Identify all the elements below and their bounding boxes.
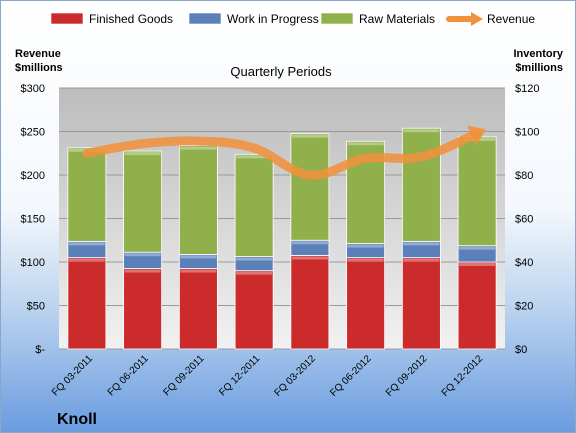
bar-highlight xyxy=(459,263,496,266)
legend-label: Finished Goods xyxy=(89,12,173,26)
right-tick-label: $40 xyxy=(515,257,533,269)
bar-highlight xyxy=(291,134,328,138)
revenue-arrowhead xyxy=(467,125,487,146)
left-tick-label: $- xyxy=(35,344,45,356)
left-axis-title-line2: $millions xyxy=(15,62,63,74)
left-tick-label: $200 xyxy=(21,170,45,182)
legend-label: Work in Progress xyxy=(227,12,319,26)
bar-finished-goods xyxy=(123,268,163,350)
legend-swatch xyxy=(188,12,222,25)
right-axis-title-line2: $millions xyxy=(515,62,563,74)
bar-highlight xyxy=(347,244,384,248)
x-tick-label: FQ 12-2012 xyxy=(440,353,486,399)
x-tick-label: FQ 03-2011 xyxy=(50,353,95,398)
x-axis-ticks: FQ 03-2011 FQ 06-2011 FQ 09-2011 FQ 12-2011… xyxy=(50,353,486,399)
bar-raw-materials xyxy=(457,136,497,247)
bar-finished-goods xyxy=(401,257,441,350)
bar-highlight xyxy=(403,129,440,133)
left-axis-ticks: $- $50 $100 $150 $200 $250 $300 xyxy=(21,83,46,356)
revenue-line xyxy=(82,128,482,180)
bar-highlight xyxy=(236,155,273,159)
right-tick-label: $60 xyxy=(515,214,533,226)
bar-highlight xyxy=(347,142,384,146)
bar-finished-goods xyxy=(178,268,218,350)
bar-highlight xyxy=(291,241,328,245)
bar-highlight xyxy=(459,246,496,250)
bar-highlight xyxy=(68,242,105,246)
left-tick-label: $250 xyxy=(21,127,45,139)
bar-highlight xyxy=(180,146,217,150)
legend-label: Raw Materials xyxy=(359,12,435,26)
bar-finished-goods xyxy=(234,270,274,350)
x-tick-label: FQ 09-2012 xyxy=(384,353,430,399)
right-axis-title-line1: Inventory xyxy=(513,48,563,60)
bar-highlight xyxy=(347,258,384,262)
bar-raw-materials xyxy=(401,127,441,242)
bar-raw-materials xyxy=(178,145,218,255)
bar-raw-materials xyxy=(234,153,274,257)
x-tick-label: FQ 09-2011 xyxy=(162,353,207,398)
company-name: Knoll xyxy=(57,411,97,428)
legend-item-revenue: Revenue xyxy=(446,12,535,26)
bar-highlight xyxy=(124,253,161,257)
left-tick-label: $300 xyxy=(21,83,45,95)
x-tick-label: FQ 06-2012 xyxy=(328,353,374,399)
legend: Finished Goods Work in Progress Raw Materi… xyxy=(50,12,535,26)
x-tick-label: FQ 03-2012 xyxy=(272,353,318,399)
right-tick-label: $20 xyxy=(515,301,533,313)
legend-item-raw-materials: Raw Materials xyxy=(320,12,435,26)
bar-highlight xyxy=(236,257,273,261)
bar-highlight xyxy=(68,258,105,262)
legend-arrow-icon xyxy=(471,12,483,26)
revenue-series xyxy=(82,125,487,180)
bar-finished-goods xyxy=(67,257,107,350)
legend-item-finished-goods: Finished Goods xyxy=(50,12,173,26)
x-tick-label: FQ 12-2011 xyxy=(217,353,262,398)
right-tick-label: $80 xyxy=(515,170,533,182)
right-axis-ticks: $0 $20 $40 $60 $80 $100 $120 xyxy=(515,83,539,356)
bar-highlight xyxy=(291,256,328,260)
legend-label: Revenue xyxy=(487,12,535,26)
bar-highlight xyxy=(180,255,217,259)
right-tick-label: $0 xyxy=(515,344,527,356)
bar-highlight xyxy=(180,269,217,273)
bar-highlight xyxy=(403,242,440,246)
legend-item-work-in-progress: Work in Progress xyxy=(188,12,319,26)
bar-raw-materials xyxy=(67,147,107,242)
left-tick-label: $50 xyxy=(27,301,45,313)
legend-swatch xyxy=(50,12,84,25)
bar-highlight xyxy=(236,271,273,275)
chart-subtitle: Quarterly Periods xyxy=(230,64,332,79)
bar-highlight xyxy=(124,269,161,273)
left-tick-label: $150 xyxy=(21,214,45,226)
right-tick-label: $100 xyxy=(515,127,539,139)
bar-highlight xyxy=(403,258,440,262)
left-axis-title-line1: Revenue xyxy=(15,48,61,60)
bar-highlight xyxy=(124,152,161,156)
bar-finished-goods xyxy=(346,257,386,350)
x-tick-label: FQ 06-2011 xyxy=(106,353,151,398)
bar-raw-materials xyxy=(123,150,163,253)
legend-swatch xyxy=(320,12,354,25)
right-tick-label: $120 xyxy=(515,83,539,95)
left-tick-label: $100 xyxy=(21,257,45,269)
bar-finished-goods xyxy=(457,261,497,350)
bar-raw-materials xyxy=(290,133,330,241)
bar-finished-goods xyxy=(290,255,330,350)
